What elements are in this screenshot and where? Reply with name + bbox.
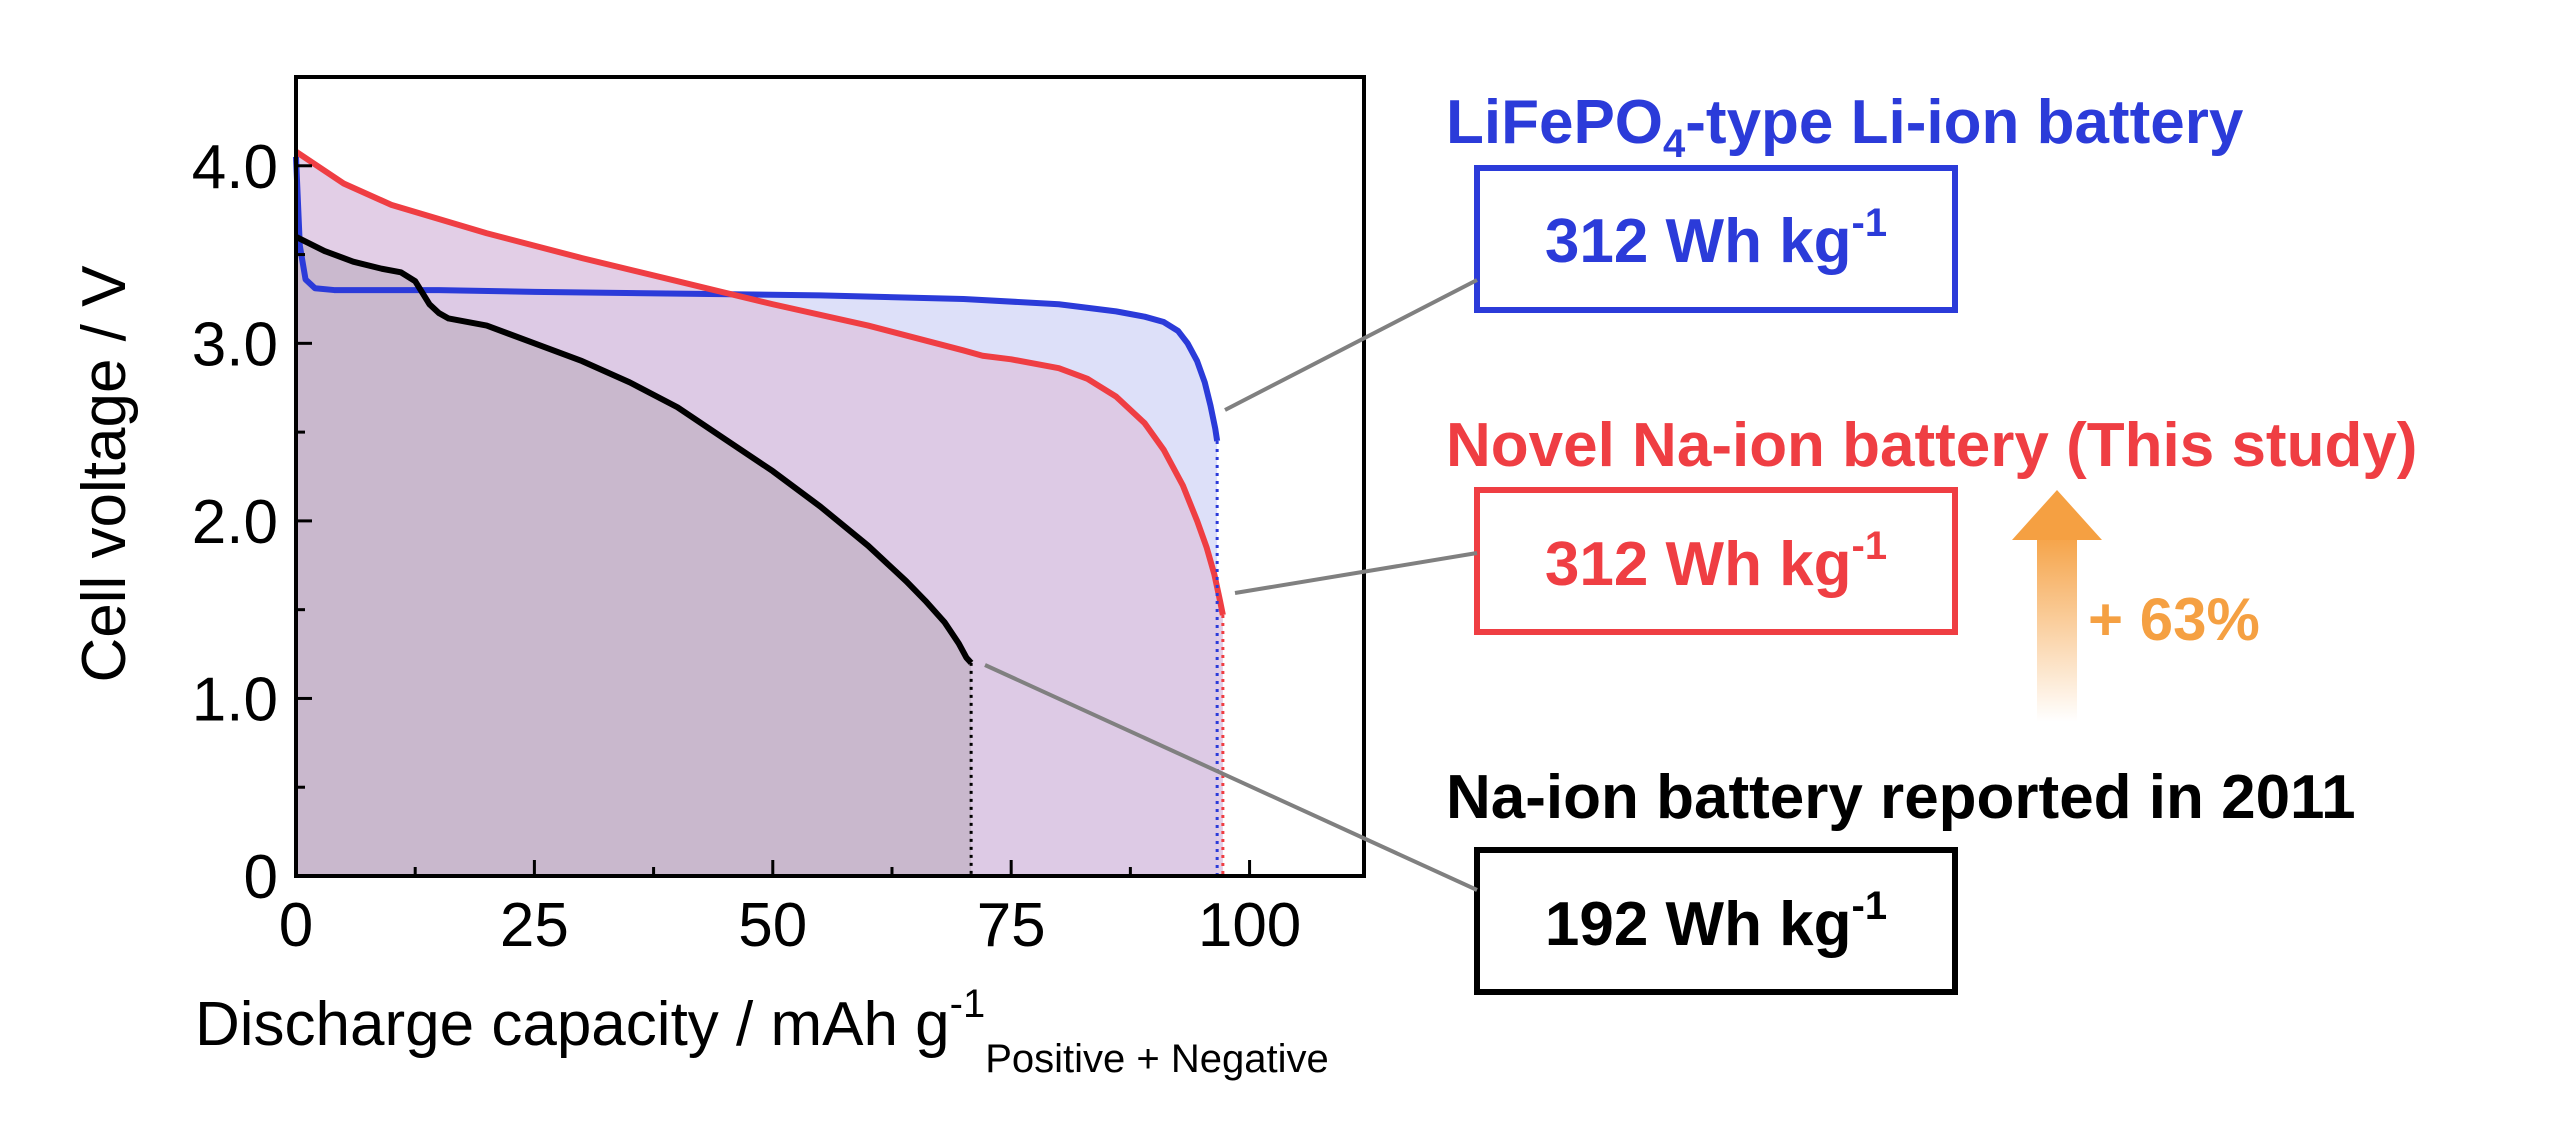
y-tick-label: 3.0: [192, 310, 278, 379]
y-tick-label: 4.0: [192, 133, 278, 202]
x-tick-label: 0: [279, 891, 313, 960]
fill-na_old: [296, 236, 972, 877]
na-new-connector: [1234, 551, 1478, 595]
arrow-shaft: [2037, 530, 2077, 722]
na-new-energy-value: 312 Wh kg-1: [1545, 524, 1887, 599]
y-axis-label: Cell voltage / V: [70, 265, 139, 683]
improvement-label: + 63%: [2088, 586, 2260, 653]
x-tick-label: 100: [1198, 891, 1301, 960]
y-tick-label: 2.0: [192, 488, 278, 557]
x-tick-label: 75: [977, 891, 1046, 960]
line-li: [293, 156, 1221, 442]
line-na_old: [294, 234, 974, 665]
na-old-title: Na-ion battery reported in 2011: [1446, 763, 2356, 832]
y-tick-label: 1.0: [192, 665, 278, 734]
x-tick-label: 50: [738, 891, 807, 960]
drop-lines: [969, 440, 1225, 876]
line-na_new: [294, 149, 1226, 616]
arrow-head: [2012, 490, 2102, 540]
li-ion-energy-box: [1474, 165, 1958, 313]
na-old-connector: [984, 663, 1478, 892]
na-new-energy-box: [1474, 487, 1958, 635]
na-new-title: Novel Na-ion battery (This study): [1446, 411, 2417, 480]
na-old-energy-value: 192 Wh kg-1: [1545, 884, 1887, 959]
x-axis-label: Discharge capacity / mAh g-1Positive + N…: [195, 982, 1329, 1081]
x-tick-label: 25: [500, 891, 569, 960]
li-ion-connector: [1224, 278, 1478, 412]
li-ion-callout: LiFePO4-type Li-ion battery 312 Wh kg-1: [1446, 88, 2244, 313]
plot-frame: [294, 75, 1366, 878]
li-ion-title: LiFePO4-type Li-ion battery: [1446, 88, 2244, 166]
y-tick-label: 0: [244, 843, 278, 912]
improvement-arrow: [2012, 490, 2102, 722]
series-fills: [296, 151, 1223, 877]
series-lines: [293, 149, 1226, 665]
na-old-callout: Na-ion battery reported in 2011 192 Wh k…: [1446, 763, 2356, 995]
axis-ticks: 0 25 50 75 100 0 1.0 2.0 3.0 4.0: [192, 133, 1302, 960]
na-new-callout: Novel Na-ion battery (This study) 312 Wh…: [1446, 411, 2417, 635]
li-ion-energy-value: 312 Wh kg-1: [1545, 201, 1887, 276]
na-old-energy-box: [1474, 847, 1958, 995]
